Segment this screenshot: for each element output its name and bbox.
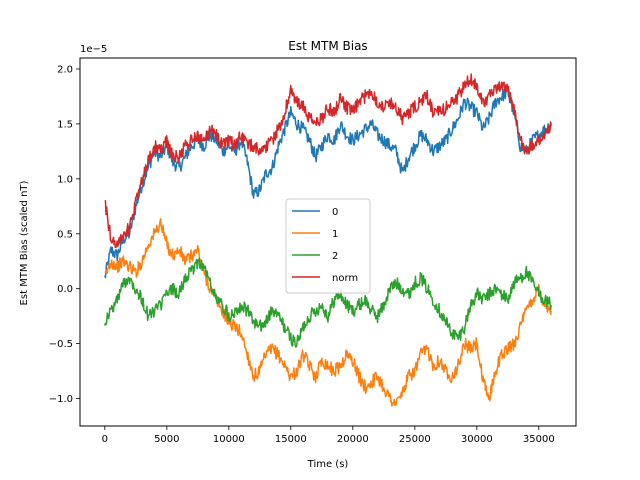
x-tick-label: 5000 — [154, 434, 179, 445]
x-tick-label: 15000 — [275, 434, 307, 445]
legend-label-2: 2 — [332, 251, 338, 262]
y-tick-label: 2.0 — [57, 64, 73, 75]
x-tick-label: 35000 — [523, 434, 555, 445]
series-layer — [104, 73, 552, 407]
y-tick-label: 1.0 — [57, 174, 73, 185]
y-tick-label: −0.5 — [49, 339, 73, 350]
legend-box — [285, 198, 371, 294]
y-offset-label: 1e−5 — [80, 44, 107, 55]
legend: 0 1 2 norm — [285, 198, 371, 294]
x-tick-label: 30000 — [461, 434, 493, 445]
y-tick-label: 1.5 — [57, 119, 73, 130]
series-line-0 — [104, 85, 552, 279]
x-axis-label: Time (s) — [307, 459, 349, 470]
axes-layer: 0 5000 10000 15000 20000 25000 30000 35000 −1.0 −… — [49, 57, 577, 445]
y-axis-label: Est MTM Bias (scaled nT) — [19, 180, 30, 305]
axes-frame — [79, 57, 577, 427]
legend-label-1: 1 — [332, 229, 338, 240]
legend-label-norm: norm — [332, 273, 358, 284]
series-line-norm — [104, 73, 552, 249]
series-line-2 — [104, 257, 552, 348]
x-tick-label: 20000 — [337, 434, 369, 445]
x-tick-label: 25000 — [399, 434, 431, 445]
legend-label-0: 0 — [332, 207, 338, 218]
y-tick-label: 0.0 — [57, 284, 73, 295]
series-line-1 — [104, 218, 552, 407]
x-tick-label: 0 — [102, 434, 108, 445]
y-tick-label: 0.5 — [57, 229, 73, 240]
y-tick-label: −1.0 — [49, 394, 73, 405]
x-tick-label: 10000 — [213, 434, 245, 445]
chart-title: Est MTM Bias — [288, 39, 367, 53]
